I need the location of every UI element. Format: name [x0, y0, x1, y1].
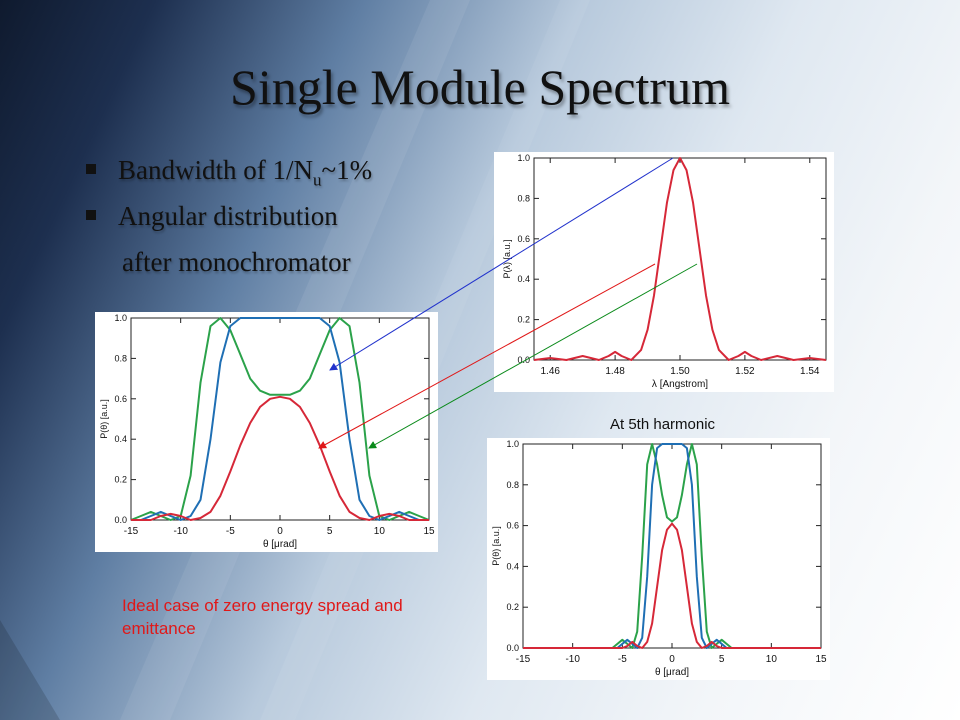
x-axis-label: λ [Angstrom]	[652, 379, 708, 390]
red-arrow	[318, 263, 656, 449]
x-tick-label: -10	[173, 526, 188, 537]
square-bullet-icon	[86, 210, 96, 220]
x-tick-label: 5	[719, 654, 725, 665]
green-arrow	[368, 263, 698, 449]
y-tick-label: 0.6	[517, 234, 530, 244]
x-tick-label: 1.52	[735, 366, 755, 377]
x-tick-label: 5	[327, 526, 333, 537]
y-tick-label: 0.8	[114, 353, 127, 363]
series-line-2	[131, 395, 429, 521]
harmonic-caption: At 5th harmonic	[610, 416, 716, 433]
ideal-case-note: Ideal case of zero energy spread and emi…	[122, 596, 403, 638]
x-tick-label: -15	[124, 526, 139, 537]
x-axis-label: θ [μrad]	[655, 667, 689, 678]
x-tick-label: -15	[516, 654, 531, 665]
spectrum-chart: 0.0 0.2 0.4 0.6 0.8 1.0 1.46 1.48 1.50 1.52 1.54 λ …	[502, 153, 827, 390]
x-tick-label: 15	[423, 526, 435, 537]
series-line-1	[523, 443, 821, 649]
y-tick-label: 0.2	[506, 602, 519, 612]
y-tick-label: 0.6	[506, 521, 519, 531]
spectrum-chart-panel: 0.0 0.2 0.4 0.6 0.8 1.0 1.46 1.48 1.50 1.52 1.54 λ …	[494, 152, 834, 392]
x-tick-label: 10	[374, 526, 386, 537]
y-tick-label: 0.4	[517, 274, 530, 284]
blue-arrow	[329, 157, 674, 371]
bullet-subscript: u	[313, 170, 322, 190]
series-line-0	[533, 157, 827, 361]
x-tick-label: 1.54	[800, 366, 820, 377]
x-tick-label: -5	[226, 526, 235, 537]
y-axis-label: P(θ) [a.u.]	[491, 526, 501, 566]
series-line-1	[131, 317, 429, 521]
y-tick-label: 0.6	[114, 394, 127, 404]
bullet-text: Angular distribution	[118, 201, 338, 231]
x-tick-label: -10	[565, 654, 580, 665]
x-tick-label: 1.50	[670, 366, 690, 377]
harmonic-chart: 0.0 0.2 0.4 0.6 0.8 1.0 -15 -10 -5 0 5 10 15 θ [μrad]…	[491, 439, 827, 678]
x-tick-label: 0	[669, 654, 675, 665]
y-tick-label: 0.0	[506, 643, 519, 653]
y-axis-label: P(θ) [a.u.]	[99, 399, 109, 439]
harmonic-chart-panel: 0.0 0.2 0.4 0.6 0.8 1.0 -15 -10 -5 0 5 10 15 θ [μrad]…	[487, 438, 830, 680]
x-tick-label: 1.48	[605, 366, 625, 377]
x-tick-label: 15	[815, 654, 827, 665]
bullet-tail: ~1%	[321, 155, 373, 185]
y-tick-label: 0.4	[506, 561, 519, 571]
angular-chart-panel: 0.0 0.2 0.4 0.6 0.8 1.0 -15 -10 -5 0 5 10 15 θ [μrad]…	[95, 312, 438, 552]
y-tick-label: 0.8	[517, 193, 530, 203]
series-line-2	[523, 522, 821, 649]
bullet-continuation: after monochromator	[122, 247, 351, 277]
y-axis-label: P(λ) [a.u.]	[502, 239, 512, 278]
y-tick-label: 0.0	[517, 355, 530, 365]
angular-distribution-chart: 0.0 0.2 0.4 0.6 0.8 1.0 -15 -10 -5 0 5 10 15 θ [μrad]…	[99, 313, 435, 550]
x-tick-label: 1.46	[540, 366, 560, 377]
bullet-list: Bandwidth of 1/Nu~1% Angular distributio…	[86, 150, 372, 288]
y-tick-label: 0.8	[506, 480, 519, 490]
x-tick-label: 0	[277, 526, 283, 537]
y-tick-label: 0.0	[114, 515, 127, 525]
slide-title: Single Module Spectrum	[230, 59, 730, 115]
y-tick-label: 0.4	[114, 434, 127, 444]
y-tick-label: 1.0	[114, 313, 127, 323]
bullet-text: Bandwidth of 1/N	[118, 155, 313, 185]
y-tick-label: 1.0	[517, 153, 530, 163]
x-tick-label: 10	[766, 654, 778, 665]
square-bullet-icon	[86, 164, 96, 174]
x-axis-label: θ [μrad]	[263, 539, 297, 550]
y-tick-label: 0.2	[517, 315, 530, 325]
y-tick-label: 1.0	[506, 439, 519, 449]
bullet-bandwidth: Bandwidth of 1/Nu~1%	[86, 150, 372, 196]
y-tick-label: 0.2	[114, 475, 127, 485]
x-tick-label: -5	[618, 654, 627, 665]
bullet-angular: Angular distribution	[86, 196, 372, 242]
